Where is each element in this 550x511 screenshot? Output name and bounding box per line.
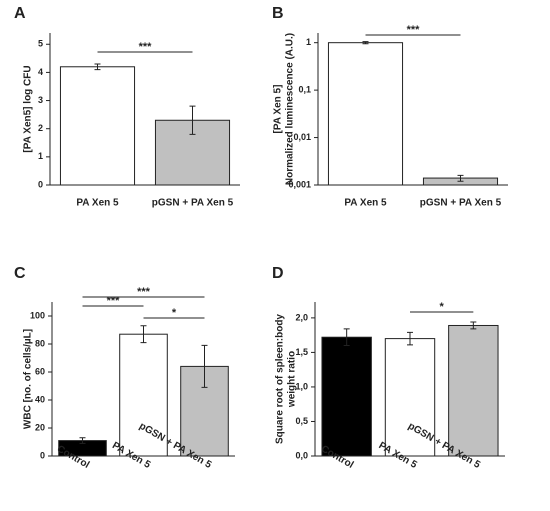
- bar: [448, 324, 499, 457]
- bar: [59, 66, 136, 186]
- error-bar: [470, 321, 477, 330]
- error-bar: [201, 344, 208, 388]
- y-tick-label: 40: [35, 394, 45, 404]
- y-tick-label: 0,0: [295, 450, 308, 460]
- bar: [384, 338, 436, 457]
- error-bar: [94, 63, 101, 71]
- y-tick-label: 0,1: [298, 84, 311, 94]
- y-axis-label: weight ratio: [287, 351, 298, 408]
- y-tick-label: 1,5: [295, 347, 308, 357]
- y-tick-label: 3: [38, 95, 43, 105]
- y-tick-label: 20: [35, 422, 45, 432]
- y-axis-label: Square root of spleen:body: [275, 314, 286, 444]
- x-tick-label: pGSN + PA Xen 5: [420, 198, 502, 209]
- y-tick-label: 2: [38, 123, 43, 133]
- significance-label: ***: [107, 295, 121, 307]
- significance-label: ***: [407, 24, 421, 36]
- y-tick-label: 60: [35, 366, 45, 376]
- y-tick-label: 0,5: [295, 416, 308, 426]
- error-bar: [79, 437, 86, 444]
- bar: [327, 42, 404, 186]
- bar: [321, 336, 372, 457]
- bar: [119, 333, 168, 457]
- y-axis-label: WBC [no. of cells/µL]: [23, 329, 34, 429]
- y-tick-label: 1,0: [295, 381, 308, 391]
- y-tick-label: 5: [38, 39, 43, 49]
- x-tick-label: PA Xen 5: [76, 198, 119, 209]
- y-tick-label: 80: [35, 338, 45, 348]
- error-bar: [343, 328, 350, 347]
- y-tick-label: 4: [38, 67, 43, 77]
- panel-label: A: [14, 5, 26, 22]
- y-tick-label: 0,001: [288, 179, 311, 189]
- significance-label: ***: [139, 41, 153, 53]
- y-tick-label: 0: [40, 450, 45, 460]
- significance-label: *: [440, 301, 445, 313]
- y-axis-label: [PA Xen5] log CFU: [23, 65, 34, 152]
- error-bar: [189, 105, 196, 135]
- panel-label: C: [14, 265, 26, 282]
- significance-label: ***: [137, 286, 151, 298]
- error-bar: [457, 174, 464, 182]
- x-tick-label: PA Xen 5: [344, 198, 387, 209]
- panel-label: B: [272, 5, 284, 22]
- y-tick-label: 1: [38, 151, 43, 161]
- error-bar: [140, 325, 147, 344]
- y-axis-label: [PA Xen 5]: [273, 85, 284, 134]
- error-bar: [407, 331, 413, 346]
- y-tick-label: 0: [38, 179, 43, 189]
- y-tick-label: 100: [30, 310, 45, 320]
- significance-label: *: [172, 307, 177, 319]
- y-tick-label: 2,0: [295, 312, 308, 322]
- x-tick-label: pGSN + PA Xen 5: [152, 198, 234, 209]
- y-axis-label: Normalized luminescence (A.U.): [285, 33, 296, 185]
- y-tick-label: 1: [306, 37, 311, 47]
- panel-label: D: [272, 265, 284, 282]
- y-tick-label: 0,01: [293, 132, 311, 142]
- error-bar: [362, 41, 369, 45]
